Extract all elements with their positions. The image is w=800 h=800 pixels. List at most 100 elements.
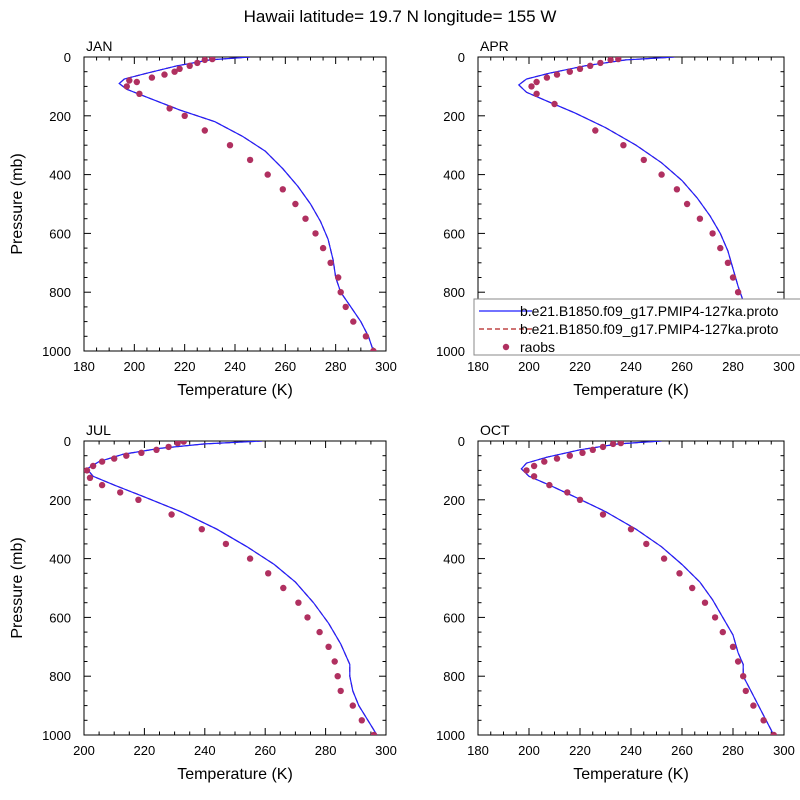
raobs-point [676,570,683,577]
raobs-point [337,289,344,296]
x-tick-label: 240 [620,743,642,758]
raobs-point [599,443,607,451]
y-tick-label: 600 [443,226,465,241]
raobs-point [319,244,327,252]
raobs-point [335,274,342,281]
raobs-point [523,467,530,474]
x-tick-label: 260 [274,359,296,374]
raobs-point [592,127,599,134]
y-tick-label: 600 [49,610,71,625]
panel-label: APR [480,38,509,54]
raobs-point [279,186,286,193]
raobs-point [327,259,334,266]
legend-marker [502,343,510,351]
x-tick-label: 200 [518,359,540,374]
y-axis-label: Pressure (mb) [9,153,26,254]
y-tick-label: 800 [443,669,465,684]
raobs-point [350,318,357,325]
y-tick-label: 600 [49,226,71,241]
panel-oct: OCT 180 200 220 240 260 280 300 0 200 400 600 800 100… [436,422,795,783]
raobs-point [599,511,607,518]
raobs-point [740,673,747,680]
raobs-point [194,59,201,67]
y-tick-label: 0 [458,434,465,449]
raobs-point [530,473,538,480]
raobs-point [222,540,230,548]
raobs-point [658,171,665,178]
panel-label: OCT [480,422,510,438]
raobs-point [161,71,168,78]
x-tick-label: 220 [569,743,591,758]
raobs-point [729,274,737,281]
raobs-point [89,462,97,470]
y-tick-label: 1000 [42,728,71,743]
raobs-point [171,68,178,75]
raobs-point [201,127,208,134]
y-tick-label: 400 [49,168,71,183]
y-tick-label: 0 [458,50,465,65]
x-tick-label: 180 [467,359,489,374]
raobs-point [566,452,573,459]
raobs-point [615,57,622,63]
x-axis-label: Temperature (K) [177,382,293,399]
raobs-point [117,489,124,496]
raobs-point [576,496,584,503]
raobs-point [209,57,216,63]
raobs-point [528,83,535,90]
raobs-point [264,171,271,178]
x-tick-label: 280 [325,359,347,374]
panel-label: JAN [86,38,112,54]
raobs-point [617,441,624,447]
legend-label: b.e21.B1850.f09_g17.PMIP4-127ka.proto [520,303,779,319]
raobs-point [316,628,323,636]
raobs-point [295,599,302,606]
raobs-point [587,62,594,69]
model-line-solid [520,441,775,735]
y-tick-label: 600 [443,610,465,625]
raobs-point [135,496,142,503]
x-tick-label: 300 [375,743,397,758]
panel-jan: JAN 180 200 220 240 260 280 300 0 200 400 600 800 100… [9,38,397,399]
x-axis-label: Temperature (K) [177,766,293,783]
x-tick-label: 260 [254,743,276,758]
raobs-point [760,717,767,724]
x-tick-label: 200 [123,359,145,374]
raobs-point [168,511,175,518]
y-tick-label: 800 [49,285,71,300]
figure-title: Hawaii latitude= 19.7 N longitude= 155 W [244,7,557,26]
x-tick-label: 260 [671,359,693,374]
model-line-dashed [86,441,378,735]
raobs-point [337,687,344,695]
raobs-point [589,446,596,453]
raobs-point [541,458,548,465]
plot-frame [477,440,785,736]
raobs-point [312,230,319,237]
raobs-point [98,458,106,465]
x-axis-label: Temperature (K) [573,382,689,399]
raobs-point [126,77,133,84]
raobs-point [370,731,378,735]
y-tick-label: 200 [443,109,465,124]
raobs-point [564,489,571,496]
x-tick-label: 280 [315,743,337,758]
y-tick-label: 200 [443,493,465,508]
raobs-point [198,526,205,533]
raobs-point [711,614,719,621]
raobs-point [742,687,749,695]
y-tick-label: 800 [49,669,71,684]
x-tick-label: 200 [73,743,95,758]
raobs-point [579,449,586,456]
raobs-point [331,658,338,665]
x-tick-label: 280 [722,743,744,758]
raobs-point [181,112,188,120]
raobs-point [133,78,140,86]
y-tick-label: 400 [49,552,71,567]
y-tick-label: 400 [443,552,465,567]
plot-frame [83,56,387,352]
raobs-point [576,65,584,73]
raobs-point [342,303,349,311]
legend: b.e21.B1850.f09_g17.PMIP4-127ka.proto b.e… [473,298,800,356]
y-tick-label: 200 [49,493,71,508]
raobs-point [770,731,777,735]
raobs-point [201,57,208,64]
